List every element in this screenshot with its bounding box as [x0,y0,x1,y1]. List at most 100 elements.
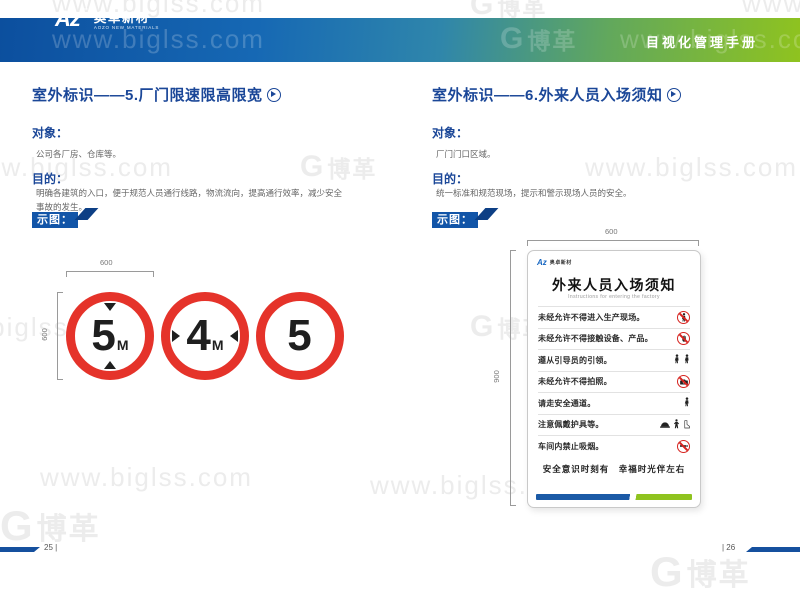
rule-row: 未经允许不得拍照。 [538,372,690,393]
logo-name-cn: 奥卓新材 [549,260,572,266]
right-purpose-label: 目的： [432,172,469,186]
sign-unit: M [211,337,224,353]
logo-tm: ™ [81,8,88,14]
logo-mark: Az [55,6,81,31]
boot-icon [683,416,690,434]
rule-icons [677,310,690,324]
sign-unit: M [116,337,129,353]
helmet-icon [660,416,670,434]
rule-text: 请走安全通道。 [538,398,596,408]
rule-icons [677,375,690,389]
play-icon [666,88,681,102]
logo-mark: Az [537,258,547,267]
left-diagram-width-dim: 600 [100,258,113,267]
sign-value: 5 [287,314,312,358]
rule-row: 请走安全通道。 [538,393,690,415]
guide-persons-icon [674,351,690,369]
brand-text: 博革 [36,513,101,546]
right-diagram-label: 示图： [432,212,478,228]
rule-row: 未经允许不得进入生产现场。 [538,307,690,329]
brand-text: 博革 [527,28,578,54]
brand-g-icon: G [650,548,683,595]
left-page-bar [0,547,40,552]
rule-icons [677,439,690,453]
no-photo-icon [677,375,690,389]
no-entry-icon [677,310,690,324]
rule-icons [660,416,690,434]
left-object-label: 对象： [32,126,69,140]
sign-number: 5 [287,311,312,360]
right-page-bar [746,547,800,552]
right-title-text: 室外标识——6.外来人员入场须知 [432,87,663,104]
company-logo: Az ™ 奥卓新材 AOZO NEW MATERIALS [55,8,159,31]
right-page-number: | 26 [722,543,736,552]
rule-text: 未经允许不得拍照。 [538,377,612,387]
left-section-title: 室外标识——5.厂门限速限高限宽 [32,84,281,105]
arrow-up-icon [104,361,116,369]
board-slogan: 安全意识时刻有 幸福时光伴左右 [542,464,686,474]
left-object-text: 公司各厂房、仓库等。 [36,149,122,159]
logo-name-en: AOZO NEW MATERIALS [93,25,160,31]
rule-row: 注意佩戴护具等。 [538,415,690,436]
rule-icons [674,351,690,369]
rules-list: 未经允许不得进入生产现场。 未经允许不得接触设备、产品。 遵从引导员的引领。 [538,306,690,457]
width-dimension-bracket [527,240,699,246]
rule-row: 未经允许不得接触设备、产品。 [538,329,690,350]
right-purpose-text: 统一标准和规范现场，提示和警示现场人员的安全。 [436,188,632,198]
right-section-title: 室外标识——6.外来人员入场须知 [432,84,681,105]
rule-row: 车间内禁止吸烟。 [538,436,690,457]
left-purpose-text: 明确各建筑的入口，便于规范人员通行线路，物流流向，提高通行效率，减少安全事故的发… [36,188,343,213]
right-object-label: 对象： [432,126,469,140]
brand-g-icon: G [470,310,494,343]
board-bottom-bar [536,494,692,500]
rule-text: 未经允许不得接触设备、产品。 [538,334,653,344]
left-title-text: 室外标识——5.厂门限速限高限宽 [32,87,263,104]
rule-text: 车间内禁止吸烟。 [538,441,604,451]
logo-text: 奥卓新材 AOZO NEW MATERIALS [94,11,159,31]
logo-name-cn: 奥卓新材 [93,11,150,25]
left-diagram-height-dim: 600 [39,328,49,341]
rule-row: 遵从引导员的引领。 [538,350,690,372]
walking-person-icon [684,394,690,412]
left-purpose-label: 目的： [32,172,69,186]
rule-text: 遵从引导员的引领。 [538,355,612,365]
width-limit-sign: 4 M [161,292,249,380]
rule-icons [677,332,690,346]
watermark-url: www.biglss.com [742,0,800,18]
left-page-number: 25 | [44,543,58,552]
left-diagram-label: 示图： [32,212,78,228]
board-logo: Az 奥卓新材 [537,258,572,267]
sign-value: 4 M [186,314,223,358]
rule-icons [684,394,690,412]
coverall-icon [673,416,680,434]
brand-g-icon: G [500,22,524,55]
board-title: 外来人员入场须知 [552,277,676,293]
sign-number: 4 [186,311,211,360]
width-dimension-bracket [66,271,154,277]
watermark-brand: G 博革 [650,548,751,596]
height-dimension-bracket [57,292,63,380]
manual-title: 目视化管理手册 [645,35,758,50]
watermark-brand: G 博革 [500,22,577,56]
board-subtitle: Instructions for entering the factory [568,294,660,300]
sign-value: 5 M [91,314,128,358]
no-smoking-icon [677,439,690,453]
height-dimension-bracket [510,250,516,506]
brand-text: 博革 [686,559,751,592]
watermark-url: www.biglss.com [40,462,253,492]
visitor-notice-board: Az 奥卓新材 外来人员入场须知 Instructions for enteri… [527,250,701,508]
play-icon [266,88,281,102]
rule-text: 未经允许不得进入生产现场。 [538,312,645,322]
rule-text: 注意佩戴护具等。 [538,420,604,430]
brand-g-icon: G [0,502,33,549]
board-height-dim: 900 [491,370,501,383]
right-object-text: 厂门门口区域。 [436,149,496,159]
no-touch-icon [677,332,690,346]
height-limit-sign: 5 M [66,292,154,380]
board-width-dim: 600 [605,227,618,236]
arrow-right-icon [172,330,180,342]
sign-number: 5 [91,311,116,360]
arrow-down-icon [104,303,116,311]
speed-limit-sign: 5 [256,292,344,380]
